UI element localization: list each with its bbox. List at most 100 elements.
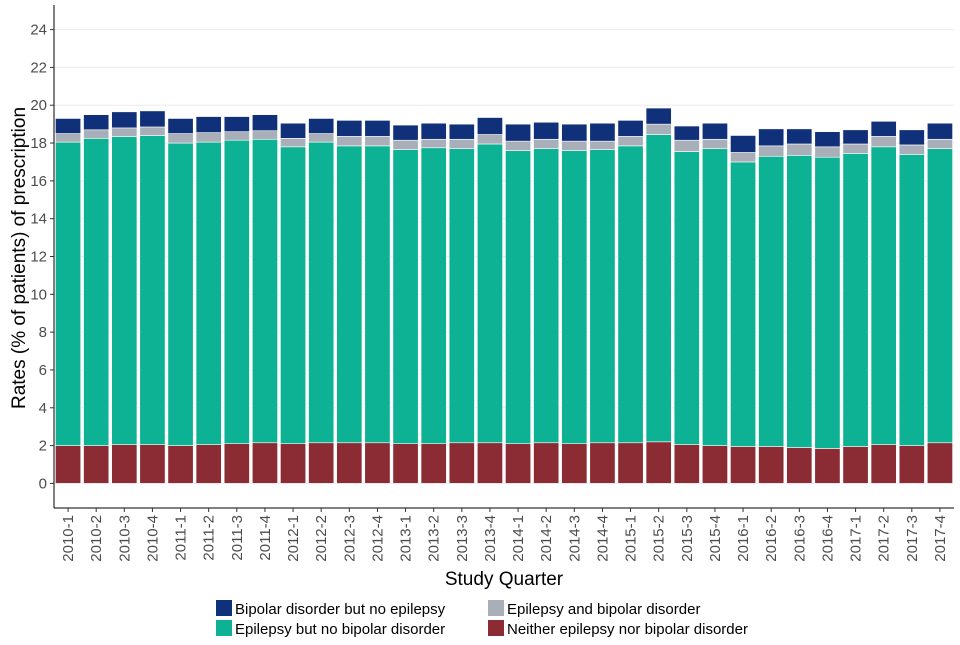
y-tick-label: 24 — [30, 22, 47, 39]
bar-segment — [308, 133, 335, 143]
legend-key — [216, 620, 232, 636]
bar-segment — [926, 148, 953, 444]
bar-segment — [364, 442, 391, 484]
x-tick-label: 2015-2 — [651, 515, 668, 562]
bar-segment — [842, 153, 869, 447]
bar-segment — [758, 128, 785, 147]
bar-segment — [139, 135, 166, 445]
bar-segment — [898, 129, 925, 146]
x-tick-label: 2017-2 — [876, 515, 893, 562]
y-tick-label: 8 — [39, 324, 47, 341]
bar-segment — [280, 443, 307, 484]
bar-segment — [476, 143, 503, 444]
bar-segment — [786, 155, 813, 448]
bar-segment — [251, 138, 278, 444]
bar-segment — [842, 129, 869, 145]
bar-segment — [617, 145, 644, 444]
bar-segment — [364, 145, 391, 444]
x-tick-label: 2013-2 — [426, 515, 443, 562]
bar-segment — [167, 142, 194, 446]
y-tick-label: 16 — [30, 173, 47, 190]
bar-segment — [392, 443, 419, 484]
bar-segment — [336, 145, 363, 444]
bar-segment — [251, 114, 278, 132]
bar-segment — [448, 123, 475, 140]
bar-segment — [758, 145, 785, 157]
bars — [55, 107, 953, 484]
legend-label: Bipolar disorder but no epilepsy — [235, 601, 446, 618]
x-tick-label: 2010-3 — [116, 515, 133, 562]
bar-segment — [251, 130, 278, 140]
x-tick-label: 2011-3 — [229, 515, 246, 561]
bar-segment — [55, 133, 82, 143]
bar-segment — [533, 442, 560, 484]
x-tick-label: 2016-1 — [735, 515, 752, 562]
x-tick-label: 2015-1 — [623, 515, 640, 562]
bar-segment — [505, 150, 532, 445]
legend-key — [216, 600, 232, 616]
x-tick-label: 2010-1 — [60, 515, 77, 562]
bar-segment — [533, 148, 560, 444]
legend-label: Epilepsy but no bipolar disorder — [235, 621, 445, 638]
y-tick-label: 4 — [39, 400, 47, 417]
legend: Bipolar disorder but no epilepsy Epilepsy… — [216, 600, 748, 638]
bar-segment — [139, 126, 166, 136]
bar-segment — [701, 138, 728, 150]
bar-segment — [645, 107, 672, 125]
bar-segment — [645, 441, 672, 484]
bar-segment — [617, 120, 644, 137]
y-tick-label: 20 — [30, 97, 47, 114]
bar-segment — [280, 122, 307, 139]
bar-segment — [83, 138, 110, 446]
x-tick-label: 2015-4 — [707, 515, 724, 562]
x-tick-label: 2015-3 — [679, 515, 696, 562]
bar-segment — [195, 444, 222, 484]
bar-segment — [167, 118, 194, 134]
bar-segment — [223, 116, 250, 132]
x-tick-label: 2012-4 — [369, 515, 386, 562]
bar-segment — [111, 444, 138, 484]
bar-segment — [476, 134, 503, 145]
y-tick-label: 2 — [39, 438, 47, 455]
x-tick-label: 2017-3 — [904, 515, 921, 562]
bar-segment — [814, 448, 841, 484]
bar-segment — [758, 446, 785, 484]
bar-segment — [55, 445, 82, 484]
x-tick-label: 2017-4 — [932, 515, 949, 562]
bar-segment — [533, 121, 560, 140]
bar-segment — [336, 120, 363, 137]
bar-segment — [730, 446, 757, 484]
bar-segment — [645, 123, 672, 135]
bar-segment — [308, 118, 335, 134]
bar-segment — [420, 147, 447, 445]
bar-segment — [83, 114, 110, 131]
x-tick-label: 2011-4 — [257, 515, 274, 561]
bar-segment — [448, 442, 475, 484]
x-tick-label: 2016-2 — [763, 515, 780, 562]
y-tick-label: 10 — [30, 286, 47, 303]
bar-segment — [195, 141, 222, 445]
bar-segment — [898, 144, 925, 155]
bar-segment — [842, 143, 869, 154]
bar-segment — [476, 117, 503, 135]
x-tick-label: 2012-2 — [313, 515, 330, 562]
bar-segment — [420, 138, 447, 149]
bar-segment — [730, 152, 757, 163]
bar-segment — [83, 129, 110, 139]
y-tick-label: 12 — [30, 249, 47, 266]
bar-segment — [392, 124, 419, 141]
x-ticks: 2010-1 2010-2 2010-3 2010-4 2011-1 2011-2 2011… — [60, 508, 949, 562]
bar-segment — [758, 155, 785, 447]
bar-segment — [280, 138, 307, 148]
bar-segment — [870, 444, 897, 484]
x-tick-label: 2010-2 — [88, 515, 105, 562]
bar-segment — [926, 122, 953, 140]
bar-segment — [617, 442, 644, 484]
bar-segment — [561, 150, 588, 445]
x-tick-label: 2012-3 — [341, 515, 358, 562]
bar-segment — [111, 136, 138, 445]
bar-segment — [167, 445, 194, 484]
bar-segment — [926, 442, 953, 484]
bar-segment — [870, 146, 897, 445]
